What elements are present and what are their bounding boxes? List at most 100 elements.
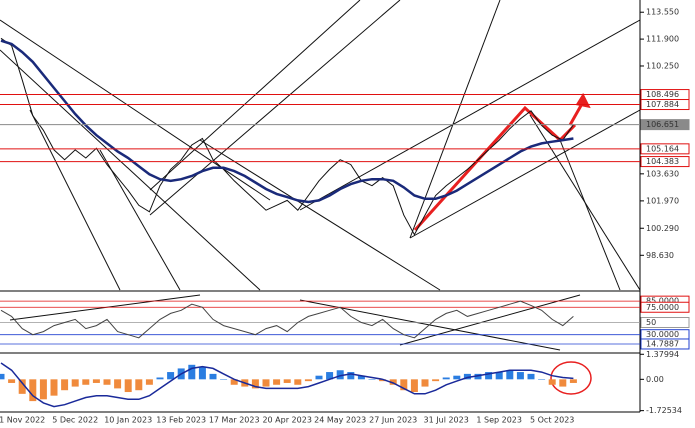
- histogram-bar: [135, 379, 143, 391]
- histogram-bar: [61, 379, 69, 391]
- tick-box: [640, 338, 690, 350]
- histogram-bar: [389, 379, 397, 385]
- price-tag: [640, 119, 690, 131]
- y-tick-label: 75.0000: [646, 303, 679, 312]
- y-tick-label: 1.37994: [646, 350, 679, 359]
- series-line: [0, 39, 574, 204]
- x-tick-label: 5 Dec 2022: [52, 416, 98, 425]
- x-tick-label: 31 Jul 2023: [424, 416, 469, 425]
- trend-line: [199, 139, 441, 291]
- histogram-bar: [92, 379, 100, 383]
- histogram-bar: [506, 370, 514, 380]
- price-tag: [640, 143, 690, 155]
- histogram-bar: [50, 379, 58, 396]
- series-line: [0, 300, 574, 339]
- histogram-bar: [368, 379, 376, 380]
- trend-line: [149, 0, 401, 216]
- y-tick-label: 101.970: [646, 196, 679, 205]
- histogram-bar: [559, 379, 567, 387]
- histogram-bar: [527, 373, 535, 380]
- trend-line: [299, 19, 641, 211]
- x-tick-label: 10 Jan 2023: [104, 416, 152, 425]
- histogram-bar: [198, 366, 206, 380]
- histogram-bar: [516, 372, 524, 380]
- histogram-bar: [114, 379, 122, 389]
- histogram-bar: [442, 377, 450, 380]
- tick-box: [640, 301, 690, 313]
- price-tag-label: 107.884: [646, 100, 679, 109]
- y-tick-label: 85.0000: [646, 297, 679, 306]
- histogram-bar: [485, 372, 493, 380]
- histogram-bar: [156, 377, 164, 380]
- histogram-bar: [82, 379, 90, 385]
- x-tick-label: 27 Jun 2023: [369, 416, 417, 425]
- red-arrow-path: [413, 105, 577, 232]
- x-tick-label: 20 Apr 2023: [262, 416, 311, 425]
- trend-line: [409, 109, 641, 239]
- price-tag-label: 104.383: [646, 157, 679, 166]
- histogram-bar: [304, 379, 312, 382]
- histogram-bar: [39, 379, 47, 400]
- histogram-bar: [326, 372, 334, 380]
- price-tag-label: 105.164: [646, 144, 679, 153]
- x-tick-label: 5 Oct 2023: [530, 416, 574, 425]
- histogram-bar: [167, 372, 175, 380]
- price-tag: [640, 99, 690, 111]
- y-tick-label: 98.630: [646, 251, 674, 260]
- trend-line: [409, 0, 501, 239]
- histogram-bar: [18, 379, 26, 394]
- panel-borders: [0, 0, 641, 413]
- histogram-bar: [410, 379, 418, 393]
- trend-line: [399, 294, 581, 346]
- trend-line: [99, 149, 181, 291]
- histogram-bar: [251, 379, 259, 389]
- histogram-bar: [495, 372, 503, 380]
- y-tick-label: 111.900: [646, 35, 679, 44]
- y-tick-label: 0.00: [646, 375, 664, 384]
- y-tick-label: 103.630: [646, 169, 679, 178]
- histogram-bar: [421, 379, 429, 387]
- histogram-bar: [209, 373, 217, 380]
- x-tick-label: 13 Feb 2023: [156, 416, 206, 425]
- y-tick-label: 30.0000: [646, 330, 679, 339]
- histogram-bar: [262, 379, 270, 387]
- price-tag-label: 108.496: [646, 90, 679, 99]
- x-tick-label: 1 Nov 2022: [0, 416, 45, 425]
- histogram-bar: [71, 379, 79, 387]
- histogram-bar: [538, 379, 546, 380]
- price-tag-label: 106.651: [646, 120, 679, 129]
- tick-box: [640, 317, 690, 328]
- x-tick-label: 1 Sep 2023: [476, 416, 522, 425]
- histogram-bar: [336, 370, 344, 380]
- trend-lines: [0, 0, 641, 351]
- histogram-bar: [188, 364, 196, 380]
- histogram-bar: [103, 379, 111, 385]
- histogram-bar: [145, 379, 153, 385]
- y-tick-label: 110.250: [646, 61, 679, 70]
- histogram-bar: [400, 379, 408, 391]
- y-tick-label: 50: [646, 318, 656, 327]
- x-tick-label: 24 May 2023: [314, 416, 366, 425]
- histogram-bar: [0, 373, 5, 380]
- trend-line: [29, 109, 121, 291]
- histogram-bar: [432, 379, 440, 382]
- histogram-bar: [379, 379, 387, 382]
- histogram-bar: [283, 379, 291, 383]
- histogram-bar: [294, 379, 302, 385]
- highlight-circle: [550, 361, 592, 395]
- histogram-bar: [474, 373, 482, 380]
- y-tick-label: 14.7887: [646, 339, 679, 348]
- y-tick-label: -1.72534: [646, 406, 682, 415]
- histogram-bar: [124, 379, 132, 393]
- histogram-bar: [29, 379, 37, 402]
- trend-line: [559, 139, 621, 291]
- histogram-bar: [453, 375, 461, 380]
- trend-line: [0, 49, 261, 291]
- histogram-bar: [230, 379, 238, 385]
- histogram-bar: [347, 372, 355, 380]
- series-line: [0, 37, 574, 236]
- trend-line: [299, 299, 561, 351]
- y-tick-label: 100.290: [646, 224, 679, 233]
- histogram-bar: [569, 379, 577, 383]
